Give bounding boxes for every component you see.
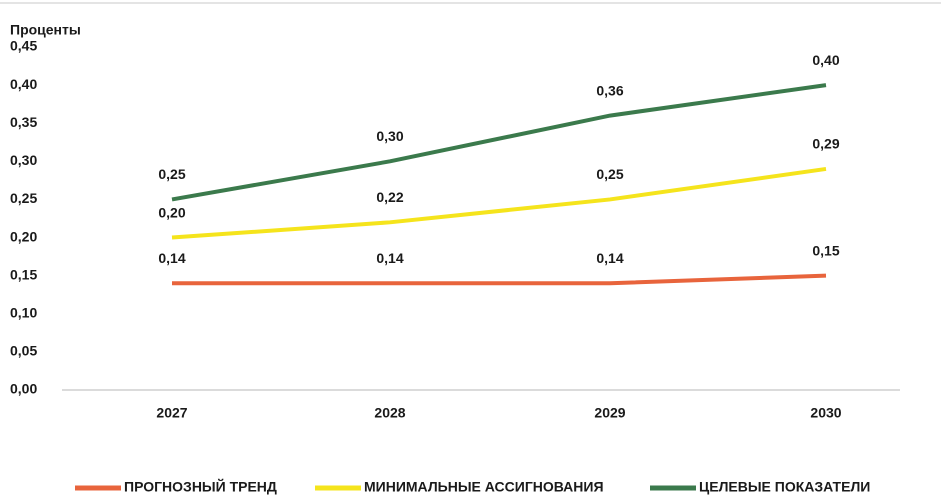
data-label: 0,20 [158,204,185,220]
legend-label: ПРОГНОЗНЫЙ ТРЕНД [124,478,277,495]
y-tick-label: 0,20 [10,228,37,244]
y-tick-label: 0,30 [10,152,37,168]
data-label: 0,14 [158,250,185,266]
y-tick-label: 0,40 [10,76,37,92]
series-line [172,273,827,286]
y-tick-label: 0,00 [10,381,37,397]
series-line [171,166,827,240]
y-tick-label: 0,35 [10,114,37,130]
data-label: 0,22 [376,189,403,205]
data-label: 0,36 [596,82,623,98]
x-tick-label: 2028 [374,405,405,421]
data-label: 0,25 [158,166,185,182]
y-tick-label: 0,10 [10,304,37,320]
data-label: 0,30 [376,128,403,144]
y-tick-label: 0,25 [10,190,37,206]
y-axis-label: Проценты [10,22,81,38]
data-label: 0,25 [596,166,623,182]
data-label: 0,14 [596,250,623,266]
y-tick-label: 0,15 [10,266,37,282]
legend-label: МИНИМАЛЬНЫЕ АССИГНОВАНИЯ [364,479,604,495]
data-label: 0,15 [812,242,839,258]
series-line [171,83,827,202]
x-tick-label: 2029 [594,405,625,421]
x-tick-label: 2027 [156,405,187,421]
y-tick-label: 0,05 [10,343,37,359]
data-label: 0,14 [376,250,403,266]
y-tick-label: 0,45 [10,38,37,54]
data-label: 0,40 [812,52,839,68]
x-tick-label: 2030 [810,405,841,421]
legend-label: ЦЕЛЕВЫЕ ПОКАЗАТЕЛИ [699,479,870,495]
data-label: 0,29 [812,136,839,152]
